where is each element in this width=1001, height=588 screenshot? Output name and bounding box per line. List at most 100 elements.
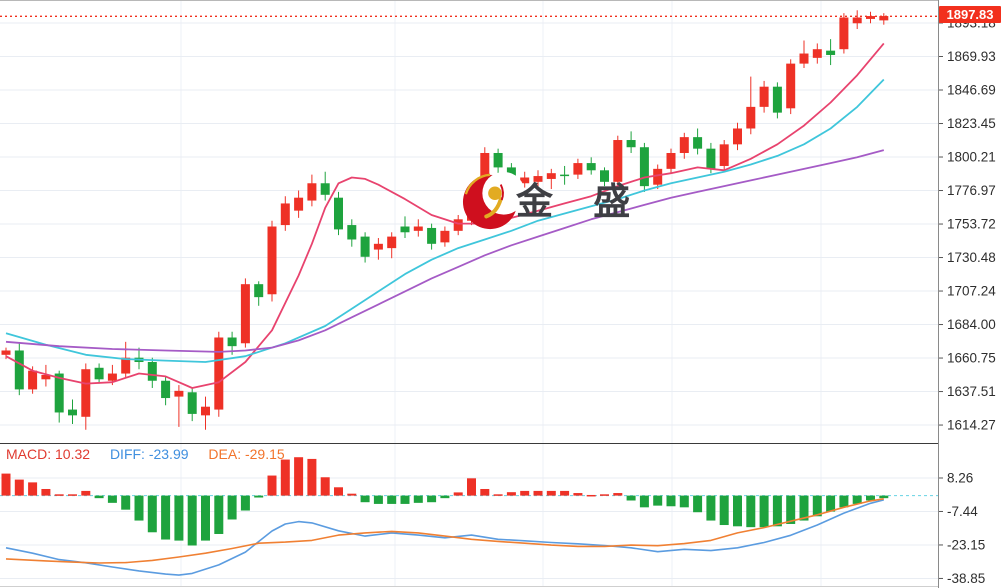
candle-body — [41, 374, 51, 380]
macd-bar — [480, 488, 490, 496]
candle-body — [81, 369, 91, 417]
candle-body — [573, 163, 583, 175]
macd-bar — [201, 495, 210, 541]
candle-body — [14, 350, 24, 390]
candle-body — [533, 176, 543, 182]
ma-slow-line — [5, 149, 885, 353]
candle-body — [307, 183, 317, 201]
macd-bar — [320, 477, 330, 496]
candle-body — [879, 16, 889, 21]
candle-body — [613, 140, 623, 182]
macd-bar — [666, 495, 676, 507]
macd-bar — [839, 495, 849, 508]
candle-body — [866, 16, 875, 19]
price-axis-label: 1869.93 — [947, 49, 996, 64]
macd-axis-label: -38.85 — [947, 571, 985, 586]
candle-body — [786, 63, 796, 109]
macd-bar — [600, 494, 609, 496]
macd-bar — [573, 493, 583, 496]
price-axis-label: 1614.27 — [947, 418, 996, 433]
macd-bar — [879, 495, 889, 499]
price-axis-label: 1846.69 — [947, 83, 996, 98]
candle-body — [812, 49, 822, 58]
macd-bar — [280, 459, 290, 496]
macd-bar — [347, 493, 357, 496]
candle-body — [546, 173, 556, 179]
diff-line — [5, 499, 884, 576]
candle-body — [600, 170, 609, 182]
candle-body — [267, 226, 277, 295]
macd-bar — [786, 495, 796, 524]
candle-body — [147, 362, 157, 381]
macd-bar — [240, 495, 250, 511]
candle-body — [666, 152, 676, 169]
macd-bar — [121, 495, 131, 510]
candle-body — [214, 337, 224, 410]
candle-body — [506, 167, 516, 185]
macd-bar — [866, 495, 875, 501]
candle-body — [653, 168, 663, 185]
candle-body — [440, 230, 450, 243]
macd-bar — [520, 490, 530, 496]
dea-line — [5, 498, 884, 564]
candle-body — [560, 174, 570, 177]
candle-body — [772, 86, 782, 113]
macd-bar — [68, 494, 77, 496]
macd-bar — [427, 495, 437, 503]
candle-body — [400, 226, 410, 233]
macd-bar — [586, 494, 596, 497]
macd-bar — [14, 479, 24, 496]
candle-body — [679, 137, 689, 153]
macd-axis-label: 8.26 — [947, 470, 973, 485]
ma-mid-line — [5, 78, 885, 363]
candle-body — [320, 183, 330, 195]
candle-body — [1, 350, 11, 355]
macd-bar — [294, 457, 304, 496]
macd-bar — [440, 495, 450, 499]
macd-bar — [307, 458, 317, 496]
price-axis-label: 1823.45 — [947, 116, 996, 131]
candle-body — [453, 219, 463, 231]
macd-bar — [413, 495, 423, 503]
macd-bar — [254, 495, 264, 498]
candle-body — [360, 236, 370, 257]
macd-bar — [28, 482, 38, 496]
macd-bar — [373, 495, 383, 504]
macd-bar — [639, 495, 649, 508]
macd-bar — [772, 495, 782, 527]
macd-axis-label: -7.44 — [947, 504, 978, 519]
macd-bar — [493, 494, 503, 496]
candle-body — [387, 236, 397, 249]
candle-body — [693, 137, 703, 149]
macd-bar — [653, 495, 663, 506]
candle-body — [520, 177, 530, 184]
candle-body — [839, 17, 849, 50]
candle-body — [759, 86, 769, 107]
candle-body — [294, 197, 304, 211]
macd-bar — [467, 478, 476, 496]
candle-body — [746, 106, 756, 129]
macd-bar — [94, 495, 104, 499]
last-price-tag: 1897.83 — [939, 6, 1001, 23]
ma-fast-line — [5, 42, 885, 389]
macd-bar — [387, 495, 397, 504]
price-axis-label: 1707.24 — [947, 284, 996, 299]
macd-bar — [679, 495, 689, 508]
macd-bar — [267, 475, 277, 496]
macd-axis-label: -23.15 — [947, 537, 985, 552]
macd-bar — [506, 492, 516, 496]
candle-body — [280, 203, 290, 226]
candle-body — [639, 147, 649, 187]
macd-bar — [334, 487, 343, 496]
candle-body — [706, 148, 716, 169]
macd-bar — [546, 490, 556, 496]
macd-header: MACD: 10.32 DIFF: -23.99 DEA: -29.15 — [6, 446, 301, 462]
price-axis-label: 1660.75 — [947, 351, 996, 366]
candle-body — [240, 284, 250, 344]
macd-bar — [812, 495, 822, 517]
macd-bar — [134, 495, 144, 521]
macd-bar — [733, 495, 742, 527]
candle-body — [427, 227, 437, 244]
candle-body — [373, 243, 383, 250]
